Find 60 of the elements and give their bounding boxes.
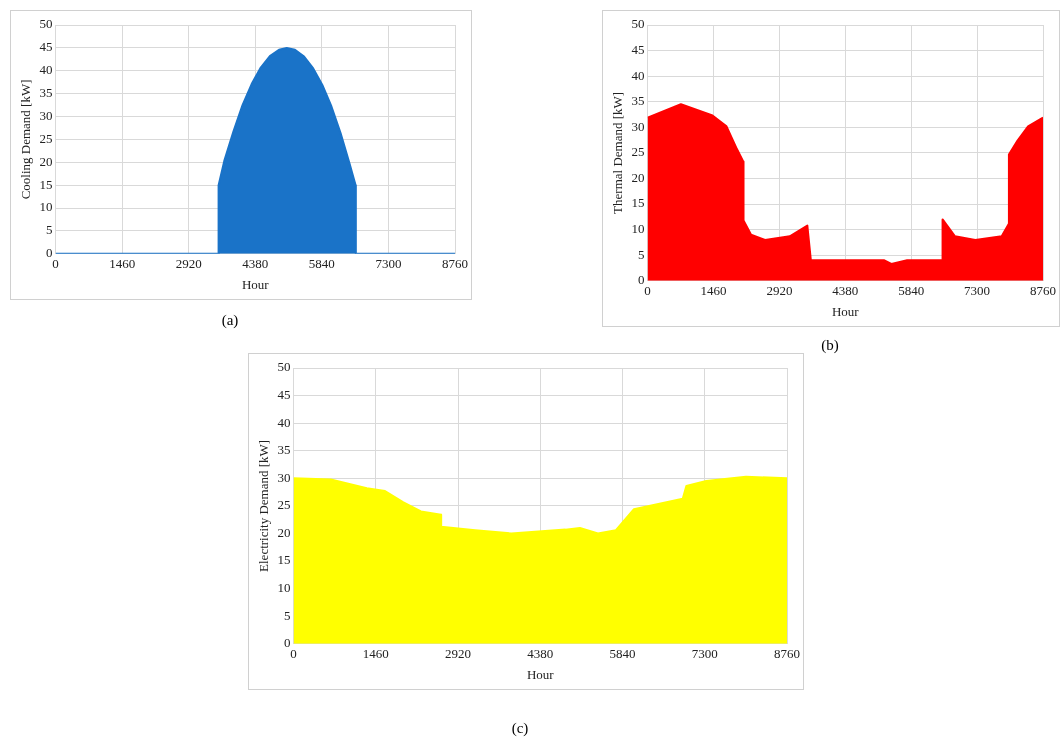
y-tick-label: 5 [638,246,645,262]
y-tick-label: 10 [39,199,53,215]
y-tick-label: 0 [284,635,291,651]
y-tick-label: 15 [39,176,53,192]
x-tick-label: 4380 [242,256,269,272]
x-tick-label: 2920 [766,283,793,299]
y-tick-label: 0 [46,245,53,261]
y-axis-title: Cooling Demand [kW] [18,79,34,200]
y-tick-label: 50 [277,359,291,375]
y-tick-label: 5 [46,222,53,238]
y-tick-label: 0 [638,272,645,288]
x-tick-label: 4380 [832,283,859,299]
y-tick-label: 40 [631,67,645,83]
y-tick-label: 15 [277,552,291,568]
y-tick-label: 40 [277,414,291,430]
text: (c) [510,720,530,737]
text: (a) [220,312,240,329]
x-tick-label: 7300 [375,256,402,272]
y-tick-label: 20 [39,153,53,169]
y-tick-label: 45 [277,387,291,402]
y-tick-label: 35 [277,442,291,458]
y-tick-label: 20 [631,169,645,185]
y-tick-label: 35 [39,85,53,101]
x-tick-label: 2920 [175,256,202,272]
y-tick-label: 30 [39,107,53,123]
x-axis-title: Hour [241,276,270,292]
x-tick-label: 1460 [700,283,727,299]
x-tick-label: 2920 [445,646,472,662]
y-tick-label: 15 [631,195,645,211]
x-tick-label: 7300 [691,646,718,662]
x-axis-title: Hour [526,666,555,682]
y-tick-label: 20 [277,524,291,540]
y-tick-label: 10 [631,221,645,237]
x-tick-label: 5840 [308,256,335,272]
y-axis-title: Thermal Demand [kW] [610,91,626,214]
y-tick-label: 45 [39,39,53,55]
x-tick-label: 5840 [609,646,636,662]
x-tick-label: 1460 [362,646,389,662]
y-tick-label: 10 [277,580,291,596]
y-tick-label: 5 [284,607,291,623]
y-axis-title: Electricity Demand [kW] [256,439,272,572]
y-tick-label: 45 [631,42,645,57]
y-tick-label: 50 [631,16,645,32]
x-tick-label: 7300 [964,283,991,299]
y-tick-label: 25 [277,497,291,513]
y-tick-label: 40 [39,62,53,78]
x-axis-title: Hour [831,303,860,319]
y-tick-label: 35 [631,93,645,109]
y-tick-label: 30 [631,118,645,134]
y-tick-label: 30 [277,469,291,485]
y-tick-label: 25 [631,144,645,160]
y-tick-label: 25 [39,130,53,146]
text: (b) [820,337,840,354]
x-tick-label: 8760 [1030,283,1056,299]
x-tick-label: 5840 [898,283,925,299]
x-tick-label: 1460 [109,256,136,272]
x-tick-label: 8760 [774,646,800,662]
y-tick-label: 50 [39,16,53,32]
x-tick-label: 8760 [442,256,468,272]
x-tick-label: 4380 [527,646,554,662]
